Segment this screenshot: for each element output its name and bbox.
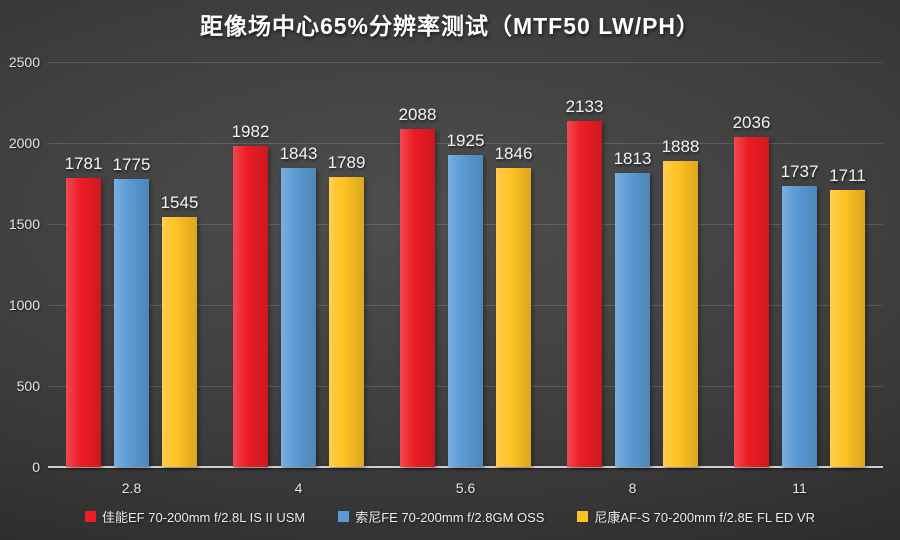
gridline xyxy=(48,143,883,144)
bar-1-1 xyxy=(281,168,316,467)
bar-0-4 xyxy=(734,137,769,467)
bar-0-2 xyxy=(400,128,435,467)
bar-2-3 xyxy=(663,161,698,467)
bar-value-label: 1846 xyxy=(494,143,533,163)
bar-value-label: 2133 xyxy=(565,97,604,117)
bar-2-4 xyxy=(830,189,865,467)
bar-2-0 xyxy=(162,216,197,467)
bar-value-label: 1711 xyxy=(829,165,866,185)
legend-label: 索尼FE 70-200mm f/2.8GM OSS xyxy=(355,510,545,525)
bar-value-label: 1925 xyxy=(446,131,485,151)
bar-value-label: 1775 xyxy=(112,155,151,175)
bar-value-label: 1843 xyxy=(279,144,318,164)
bar-value-label: 1982 xyxy=(231,121,270,141)
x-axis-tick-label: 5.6 xyxy=(455,480,476,496)
bar-1-0 xyxy=(114,179,149,467)
bar-0-1 xyxy=(233,145,268,467)
y-axis-tick-label: 0 xyxy=(32,459,40,475)
legend-item-0: 佳能EF 70-200mm f/2.8L IS II USM xyxy=(85,507,305,526)
bar-value-label: 1781 xyxy=(64,154,103,174)
bar-1-3 xyxy=(615,173,650,467)
legend-label: 尼康AF-S 70-200mm f/2.8E FL ED VR xyxy=(594,510,815,525)
legend-item-1: 索尼FE 70-200mm f/2.8GM OSS xyxy=(338,507,544,526)
y-axis-tick-label: 2500 xyxy=(8,54,40,70)
bar-2-2 xyxy=(496,167,531,467)
y-axis-tick-label: 2000 xyxy=(8,135,40,151)
y-axis-tick-label: 1000 xyxy=(8,297,40,313)
legend-item-2: 尼康AF-S 70-200mm f/2.8E FL ED VR xyxy=(577,507,815,526)
y-axis-tick-label: 500 xyxy=(16,378,40,394)
bar-value-label: 1545 xyxy=(160,192,199,212)
gridline xyxy=(48,62,883,63)
legend-swatch-icon xyxy=(338,511,350,522)
bar-value-label: 1813 xyxy=(613,149,652,169)
x-axis-line xyxy=(48,466,883,468)
legend-label: 佳能EF 70-200mm f/2.8L IS II USM xyxy=(102,510,306,525)
bar-value-label: 1789 xyxy=(327,153,366,173)
chart-title: 距像场中心65%分辨率测试（MTF50 LW/PH） xyxy=(199,13,701,39)
legend-swatch-icon xyxy=(85,511,96,522)
x-axis-tick-label: 4 xyxy=(294,480,303,496)
bar-value-label: 1888 xyxy=(661,137,700,157)
bar-1-2 xyxy=(448,155,483,467)
legend-swatch-icon xyxy=(577,511,589,522)
bar-0-0 xyxy=(66,178,101,467)
bar-0-3 xyxy=(567,121,602,467)
bar-2-1 xyxy=(329,177,364,467)
bar-value-label: 2088 xyxy=(398,104,437,124)
y-axis-tick-label: 1500 xyxy=(8,216,40,232)
bar-1-4 xyxy=(782,185,817,467)
x-axis-tick-label: 8 xyxy=(628,480,637,496)
bar-value-label: 2036 xyxy=(732,113,771,133)
legend: 佳能EF 70-200mm f/2.8L IS II USM 索尼FE 70-20… xyxy=(85,507,815,526)
x-axis-tick-label: 2.8 xyxy=(121,480,142,496)
x-axis-tick-label: 11 xyxy=(792,480,807,496)
bar-value-label: 1737 xyxy=(780,161,819,181)
